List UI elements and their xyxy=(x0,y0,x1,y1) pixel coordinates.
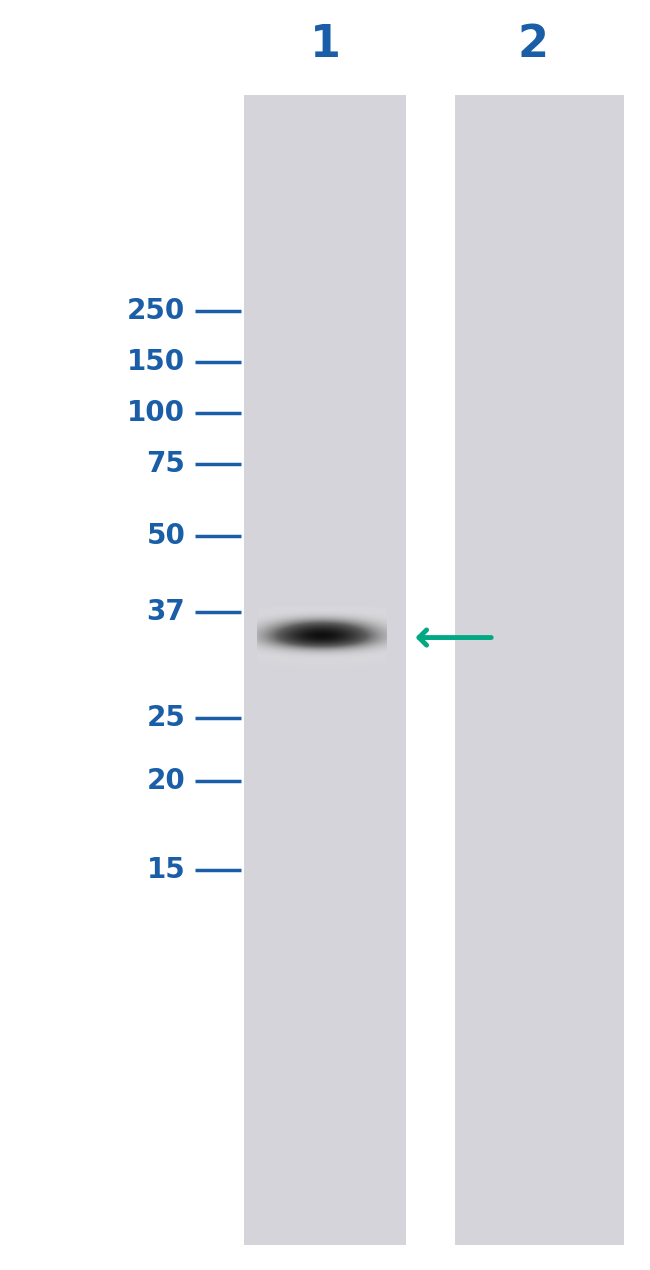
Text: 100: 100 xyxy=(127,399,185,427)
Text: 250: 250 xyxy=(127,297,185,325)
Text: 37: 37 xyxy=(146,598,185,626)
Text: 75: 75 xyxy=(146,450,185,478)
Bar xyxy=(244,95,406,1245)
Text: 50: 50 xyxy=(146,522,185,550)
Bar xyxy=(455,95,624,1245)
Text: 150: 150 xyxy=(127,348,185,376)
Text: 1: 1 xyxy=(309,23,341,66)
Text: 25: 25 xyxy=(146,704,185,732)
Text: 2: 2 xyxy=(517,23,549,66)
Text: 15: 15 xyxy=(146,856,185,884)
Text: 20: 20 xyxy=(146,767,185,795)
